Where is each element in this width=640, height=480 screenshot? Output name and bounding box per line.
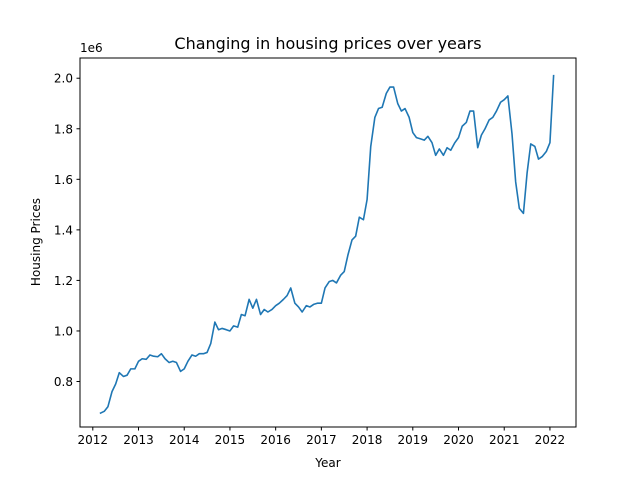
x-tick-label: 2013 [123, 433, 154, 447]
x-tick-label: 2015 [215, 433, 246, 447]
y-tick-label: 1.2 [54, 274, 73, 288]
x-axis-label: Year [314, 456, 340, 470]
y-tick-label: 2.0 [54, 72, 73, 86]
x-tick-label: 2018 [352, 433, 383, 447]
x-tick-label: 2016 [260, 433, 291, 447]
y-tick-label: 1.4 [54, 223, 73, 237]
x-tick-label: 2019 [398, 433, 429, 447]
x-tick-label: 2014 [169, 433, 200, 447]
x-axis-ticks: 2012 2013 2014 2015 2016 2017 2018 2019 2020 2021… [78, 427, 566, 447]
y-axis-ticks: 0.8 1.0 1.2 1.4 1.6 1.8 2.0 [54, 72, 80, 389]
x-tick-label: 2020 [443, 433, 474, 447]
x-tick-label: 2012 [78, 433, 109, 447]
series-layer [99, 74, 555, 415]
y-axis-label: Housing Prices [29, 198, 43, 286]
x-tick-label: 2017 [306, 433, 337, 447]
plot-frame [79, 57, 577, 428]
x-tick-label: 2021 [489, 433, 520, 447]
y-tick-label: 1.0 [54, 324, 73, 338]
y-tick-label: 0.8 [54, 375, 73, 389]
series-line [99, 74, 555, 415]
y-tick-label: 1.6 [54, 173, 73, 187]
chart-title: Changing in housing prices over years [174, 34, 481, 53]
y-tick-label: 1.8 [54, 122, 73, 136]
x-tick-label: 2022 [535, 433, 566, 447]
y-axis-offset-label: 1e6 [80, 41, 103, 55]
